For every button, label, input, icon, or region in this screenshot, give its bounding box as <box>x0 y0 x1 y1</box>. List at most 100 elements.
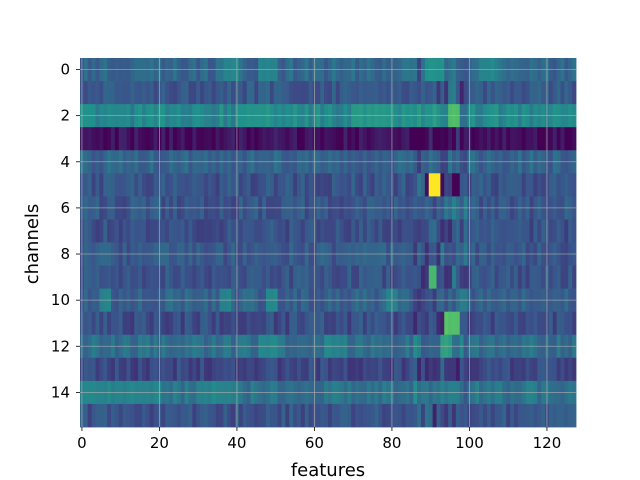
heatmap-cell <box>413 357 418 382</box>
heatmap-cell <box>281 357 286 382</box>
heatmap-cell <box>374 173 379 197</box>
heatmap-cell <box>382 219 387 243</box>
heatmap-cell <box>118 265 124 290</box>
heatmap-cell <box>324 81 329 105</box>
heatmap-cell <box>424 357 430 382</box>
heatmap-cell <box>289 173 294 197</box>
heatmap-cell <box>560 173 565 197</box>
heatmap-cell <box>196 127 201 151</box>
heatmap-cell <box>424 173 430 197</box>
heatmap-cell <box>510 81 515 105</box>
heatmap-cell <box>328 403 333 428</box>
heatmap-cell <box>180 357 186 382</box>
heatmap-cell <box>386 357 391 382</box>
heatmap-cell <box>328 311 333 336</box>
heatmap-cell <box>537 311 542 336</box>
heatmap-cell <box>432 81 437 105</box>
heatmap-cell <box>359 265 364 290</box>
heatmap-cell <box>347 173 352 197</box>
heatmap-cell <box>424 265 430 290</box>
heatmap-cell <box>533 219 538 243</box>
heatmap-cell <box>258 265 263 290</box>
y-tick-label: 2 <box>60 107 70 125</box>
heatmap-cell <box>552 265 558 290</box>
heatmap-cell <box>475 357 480 382</box>
heatmap-cell <box>444 219 449 243</box>
heatmap-cell <box>413 265 418 290</box>
heatmap-cell <box>138 357 143 382</box>
heatmap-cell <box>176 81 182 105</box>
heatmap-cell <box>145 265 151 290</box>
heatmap-cell <box>107 311 112 336</box>
heatmap-cell <box>200 81 205 105</box>
heatmap-cell <box>463 311 468 336</box>
heatmap-cell <box>300 311 306 336</box>
heatmap-cell <box>126 219 131 243</box>
heatmap-cell <box>293 403 298 428</box>
heatmap-cell <box>529 403 534 428</box>
heatmap-cell <box>370 219 375 243</box>
y-tick-label: 14 <box>51 383 70 401</box>
heatmap-cell <box>362 173 368 197</box>
heatmap-cell <box>328 265 333 290</box>
heatmap-cell <box>494 265 499 290</box>
heatmap-cell <box>525 311 530 336</box>
heatmap-cell <box>130 127 135 151</box>
heatmap-cell <box>347 403 352 428</box>
heatmap-cell <box>537 127 542 151</box>
heatmap-cell <box>370 265 375 290</box>
heatmap-cell <box>273 357 279 382</box>
heatmap-cell <box>320 127 325 151</box>
heatmap-cell <box>479 265 484 290</box>
heatmap-cell <box>130 173 135 197</box>
heatmap-cell <box>436 357 441 382</box>
heatmap-cell <box>432 265 437 290</box>
heatmap-cell <box>87 173 93 197</box>
heatmap-cell <box>207 311 213 336</box>
heatmap-cell <box>378 127 383 151</box>
heatmap-cell <box>506 127 511 151</box>
heatmap-cell <box>242 127 248 151</box>
heatmap-cell <box>149 81 155 105</box>
heatmap-cell <box>328 219 333 243</box>
heatmap-cell <box>521 81 527 105</box>
heatmap-cell <box>114 265 120 290</box>
heatmap-cell <box>374 265 379 290</box>
heatmap-cell <box>246 173 251 197</box>
heatmap-cell <box>192 403 197 428</box>
heatmap-cell <box>227 265 232 290</box>
heatmap-cell <box>99 311 104 336</box>
heatmap-cell <box>386 219 391 243</box>
heatmap-cell <box>502 173 507 197</box>
heatmap-cell <box>572 81 577 105</box>
heatmap-cell <box>568 173 573 197</box>
heatmap-cell <box>448 127 453 151</box>
heatmap-cell <box>262 219 267 243</box>
heatmap-cell <box>273 265 279 290</box>
heatmap-cell <box>122 173 127 197</box>
heatmap-cell <box>273 81 279 105</box>
heatmap-cell <box>475 265 480 290</box>
heatmap-cell <box>428 127 434 151</box>
heatmap-cell <box>366 265 372 290</box>
heatmap-cell <box>300 127 306 151</box>
heatmap-cell <box>355 403 360 428</box>
heatmap-cell <box>475 81 480 105</box>
heatmap-cell <box>378 81 383 105</box>
heatmap-cell <box>308 265 313 290</box>
heatmap-cell <box>560 403 565 428</box>
heatmap-cell <box>529 311 534 336</box>
heatmap-cell <box>568 357 573 382</box>
heatmap-cell <box>111 127 116 151</box>
heatmap-cell <box>161 81 166 105</box>
heatmap-cell <box>188 265 193 290</box>
heatmap-cell <box>118 127 124 151</box>
heatmap-cell <box>455 173 461 197</box>
heatmap-cell <box>258 219 263 243</box>
heatmap-cell <box>308 403 313 428</box>
heatmap-cell <box>262 265 267 290</box>
heatmap-cell <box>533 403 538 428</box>
heatmap-cell <box>149 311 155 336</box>
heatmap-cell <box>169 81 174 105</box>
heatmap-cell <box>343 127 348 151</box>
